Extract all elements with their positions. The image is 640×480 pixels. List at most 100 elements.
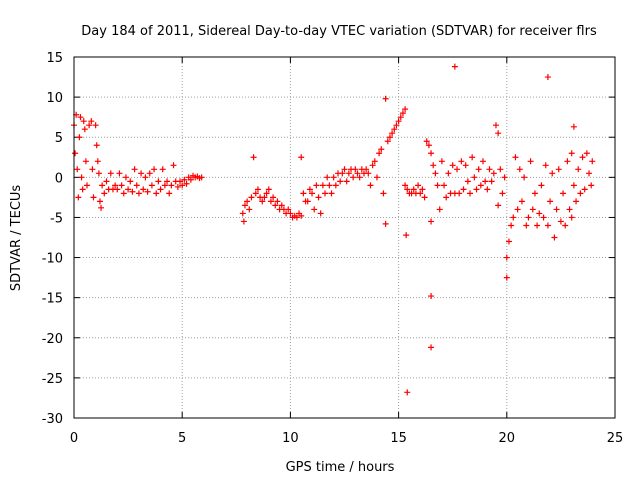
y-tick-label: 5	[55, 131, 63, 146]
data-point	[428, 150, 435, 157]
data-point	[159, 166, 166, 173]
data-point	[575, 166, 582, 173]
data-point	[138, 170, 145, 177]
data-point	[562, 222, 569, 229]
data-point	[423, 138, 430, 145]
data-point	[287, 210, 294, 217]
data-point	[473, 186, 480, 193]
data-point	[415, 182, 422, 189]
x-tick-label: 0	[70, 431, 78, 446]
data-point	[306, 186, 313, 193]
data-point	[503, 254, 510, 261]
data-point	[168, 182, 175, 189]
data-point	[80, 118, 87, 125]
y-tick-label: 0	[55, 171, 63, 186]
data-point	[382, 95, 389, 102]
data-point	[505, 238, 512, 245]
data-point	[510, 214, 517, 221]
data-point	[343, 178, 350, 185]
data-point	[432, 170, 439, 177]
data-point	[551, 234, 558, 241]
data-point	[402, 182, 409, 189]
data-point	[127, 178, 134, 185]
data-point	[380, 190, 387, 197]
data-point	[373, 174, 380, 181]
data-point	[267, 198, 274, 205]
data-point	[443, 194, 450, 201]
data-point	[300, 190, 307, 197]
data-point	[553, 206, 560, 213]
data-point	[92, 122, 99, 129]
data-point	[503, 274, 510, 281]
data-point	[544, 222, 551, 229]
data-point	[479, 158, 486, 165]
data-point	[486, 166, 493, 173]
data-point	[456, 190, 463, 197]
data-point	[402, 106, 409, 113]
data-point	[79, 186, 86, 193]
data-point	[404, 186, 411, 193]
data-point	[77, 114, 84, 121]
data-point	[518, 198, 525, 205]
data-point	[462, 162, 469, 169]
data-point	[499, 190, 506, 197]
data-point	[140, 186, 147, 193]
y-tick-label: -30	[42, 412, 63, 427]
data-point	[542, 162, 549, 169]
data-point	[508, 222, 515, 229]
data-point	[78, 174, 85, 181]
data-point	[570, 182, 577, 189]
data-point	[419, 186, 426, 193]
data-point	[94, 158, 101, 165]
data-point	[107, 170, 114, 177]
data-point	[547, 198, 554, 205]
data-point	[378, 146, 385, 153]
data-point	[240, 218, 247, 225]
data-point	[428, 218, 435, 225]
data-point	[464, 178, 471, 185]
data-point	[488, 178, 495, 185]
data-point	[501, 174, 508, 181]
data-point	[495, 202, 502, 209]
data-point	[90, 194, 97, 201]
data-point	[352, 166, 359, 173]
data-point	[129, 188, 136, 195]
data-point	[181, 176, 188, 183]
x-tick-labels: 0 5 10 15 20 25	[70, 431, 623, 446]
data-point	[589, 158, 596, 165]
data-point	[514, 206, 521, 213]
data-point	[125, 186, 132, 193]
data-point	[157, 186, 164, 193]
data-point	[86, 122, 93, 129]
data-point	[161, 182, 168, 189]
data-point	[166, 190, 173, 197]
y-tick-label: -15	[42, 292, 63, 307]
data-point	[469, 154, 476, 161]
data-point	[88, 118, 95, 125]
y-tick-label: -20	[42, 332, 63, 347]
data-point	[536, 210, 543, 217]
data-point	[393, 122, 400, 129]
data-point	[248, 194, 255, 201]
data-point	[120, 190, 127, 197]
data-point	[298, 212, 305, 219]
data-point	[332, 182, 339, 189]
chart-title: Day 184 of 2011, Sidereal Day-to-day VTE…	[81, 24, 597, 39]
data-point	[588, 182, 595, 189]
data-point	[421, 194, 428, 201]
data-point	[298, 154, 305, 161]
data-point	[417, 190, 424, 197]
y-tick-label: -5	[50, 211, 63, 226]
data-point	[534, 222, 541, 229]
data-point	[544, 74, 551, 81]
data-point	[523, 222, 530, 229]
data-point	[345, 170, 352, 177]
data-point	[101, 190, 108, 197]
data-point	[250, 154, 257, 161]
data-point	[183, 180, 190, 187]
data-point	[317, 210, 324, 217]
data-point	[309, 190, 316, 197]
data-point	[148, 182, 155, 189]
